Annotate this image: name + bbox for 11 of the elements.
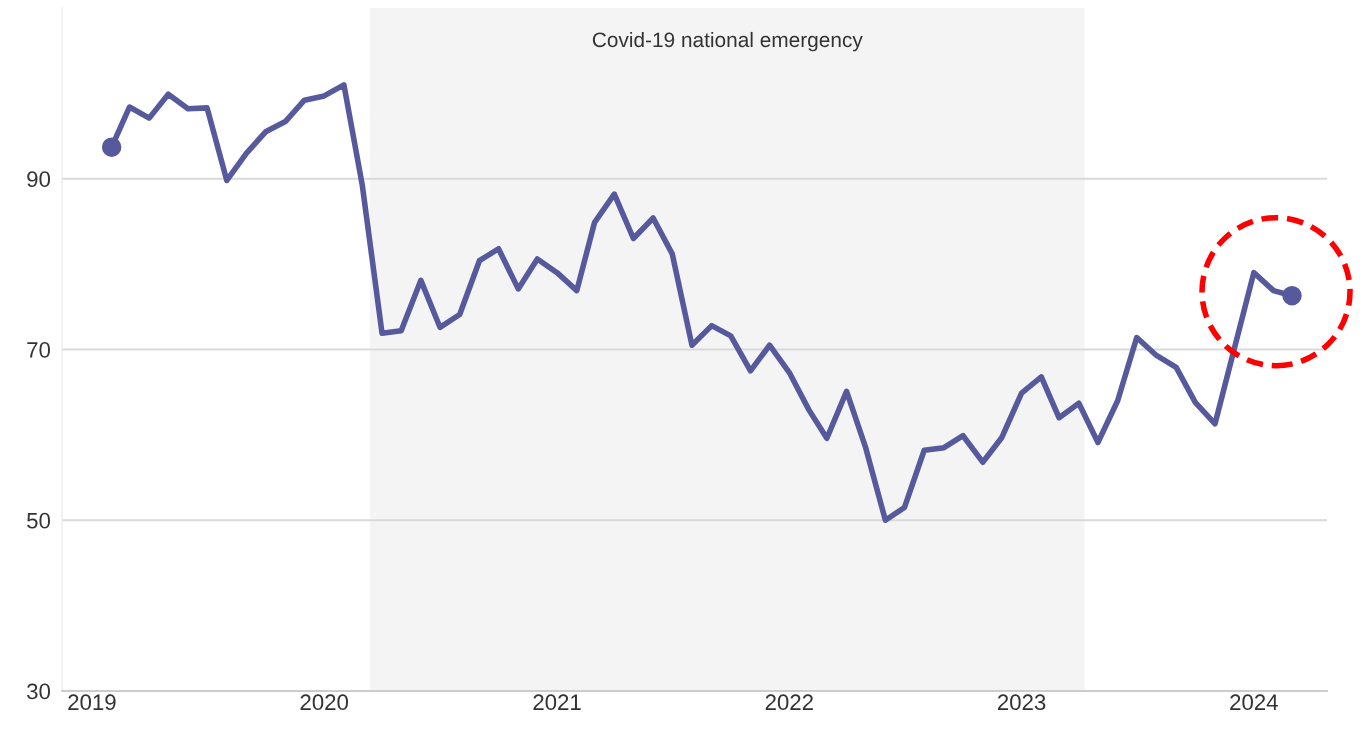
y-tick-label: 70 (27, 342, 51, 358)
y-tick-label: 50 (27, 512, 51, 529)
band-label: Covid-19 national emergency (592, 31, 863, 52)
x-tick-label: 2022 (765, 694, 813, 711)
x-tick-label: 2019 (68, 694, 116, 711)
x-tick-label: 2024 (1230, 694, 1278, 711)
y-tick-label: 30 (27, 683, 51, 700)
x-tick-label: 2023 (997, 694, 1046, 711)
y-tick-label: 90 (27, 171, 51, 188)
x-tick-label: 2020 (300, 694, 349, 711)
x-tick-label: 2021 (533, 694, 581, 711)
